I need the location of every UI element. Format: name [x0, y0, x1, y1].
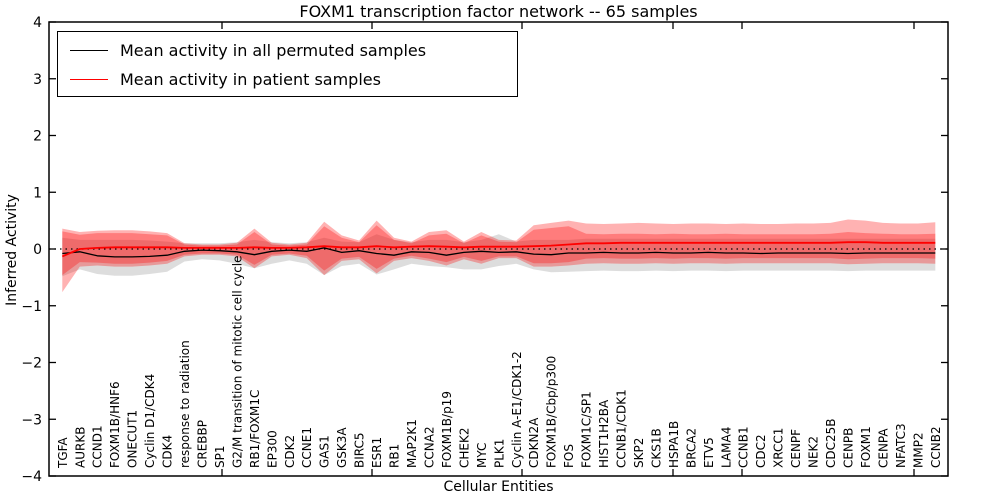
x-tick-label: FOXM1C/SP1 — [580, 391, 594, 468]
x-tick-label: CDKN2A — [527, 417, 541, 468]
x-tick-label: CDK4 — [161, 435, 175, 468]
x-tick-label: EP300 — [265, 430, 279, 468]
x-tick-label: CCNB2 — [929, 426, 943, 468]
x-tick-label: FOXM1 — [859, 426, 873, 468]
chart-title: FOXM1 transcription factor network -- 65… — [299, 2, 698, 21]
x-tick-label: G2/M transition of mitotic cell cycle — [230, 255, 244, 468]
x-tick-label: NFATC3 — [894, 423, 908, 468]
x-tick-label: BIRC5 — [353, 432, 367, 468]
series-line-patient — [61, 241, 936, 258]
legend-entry-patient: Mean activity in patient samples — [58, 68, 381, 90]
x-tick-label: SP1 — [213, 446, 227, 469]
x-tick-label: MAP2K1 — [405, 419, 419, 468]
x-tick-label: CDK2 — [283, 435, 297, 468]
y-tick-label: 2 — [33, 129, 42, 145]
y-axis-label: Inferred Activity — [4, 194, 20, 306]
y-tick-label: −2 — [21, 356, 42, 372]
x-tick-label: NEK2 — [807, 436, 821, 468]
x-tick-label: AURKB — [73, 427, 87, 468]
x-tick-label: CENPA — [876, 428, 890, 468]
x-tick-label: FOXM1B/HNF6 — [108, 381, 122, 468]
y-tick-label: 1 — [33, 185, 42, 201]
x-tick-label: CCNE1 — [300, 427, 314, 468]
y-tick-label: 4 — [33, 15, 42, 31]
x-tick-label: CCNB1/CDK1 — [615, 389, 629, 468]
x-tick-label: Cyclin A-E1/CDK1-2 — [510, 351, 524, 468]
x-tick-label: MMP2 — [911, 432, 925, 468]
permuted-band-fill — [62, 234, 936, 277]
x-tick-label: CREBBP — [196, 420, 210, 468]
x-tick-label: TGFA — [56, 437, 70, 469]
x-tick-label: CKS1B — [649, 428, 663, 468]
legend: Mean activity in all permuted samples Me… — [57, 31, 518, 97]
patient-band-inner-fill — [62, 225, 936, 276]
x-tick-label: ONECUT1 — [126, 410, 140, 468]
x-tick-label: RB1/FOXM1C — [248, 390, 262, 468]
x-axis-label: Cellular Entities — [443, 479, 554, 495]
x-tick-label: GAS1 — [318, 435, 332, 468]
legend-label: Mean activity in all permuted samples — [120, 40, 427, 60]
x-tick-label: MYC — [475, 443, 489, 468]
x-tick-label: PLK1 — [492, 439, 506, 468]
x-tick-label: LAMA4 — [719, 427, 733, 468]
x-tick-label: Cyclin D1/CDK4 — [143, 374, 157, 468]
x-tick-label: ESR1 — [370, 437, 384, 468]
legend-line-red-icon — [70, 78, 108, 80]
x-tick-label: CCND1 — [91, 425, 105, 468]
x-tick-label: CENPB — [842, 428, 856, 468]
y-tick-label: 3 — [33, 72, 42, 88]
x-tick-label: CCNB1 — [737, 426, 751, 468]
x-tick-label: CCNA2 — [423, 426, 437, 468]
x-tick-label: CHEK2 — [457, 428, 471, 469]
x-tick-label: FOS — [562, 444, 576, 468]
series-line-permuted — [62, 247, 936, 258]
x-tick-label: XRCC1 — [772, 428, 786, 468]
y-tick-label: −1 — [21, 299, 42, 315]
x-tick-label: SKP2 — [632, 438, 646, 468]
x-tick-label: GSK3A — [335, 427, 349, 468]
x-tick-label: CDC25B — [824, 419, 838, 469]
legend-line-black-icon — [70, 49, 108, 51]
x-tick-label: CENPF — [789, 429, 803, 468]
legend-entry-permuted: Mean activity in all permuted samples — [58, 39, 426, 61]
x-tick-label: response to radiation — [178, 340, 192, 468]
legend-label: Mean activity in patient samples — [120, 69, 381, 89]
x-tick-label: ETV5 — [702, 437, 716, 468]
y-tick-label: −3 — [21, 412, 42, 428]
x-tick-label: RB1 — [388, 444, 402, 468]
x-tick-label: BRCA2 — [684, 428, 698, 468]
x-tick-label: HSPA1B — [667, 421, 681, 468]
y-tick-label: 0 — [33, 242, 42, 258]
x-tick-label: FOXM1B/Cbp/p300 — [545, 356, 559, 468]
y-tick-label: −4 — [21, 469, 42, 485]
x-tick-label: FOXM1B/p19 — [440, 391, 454, 468]
x-tick-label: HIST1H2BA — [597, 399, 611, 468]
patient-band-outer-fill — [62, 219, 936, 293]
x-tick-label: CDC2 — [754, 434, 768, 468]
